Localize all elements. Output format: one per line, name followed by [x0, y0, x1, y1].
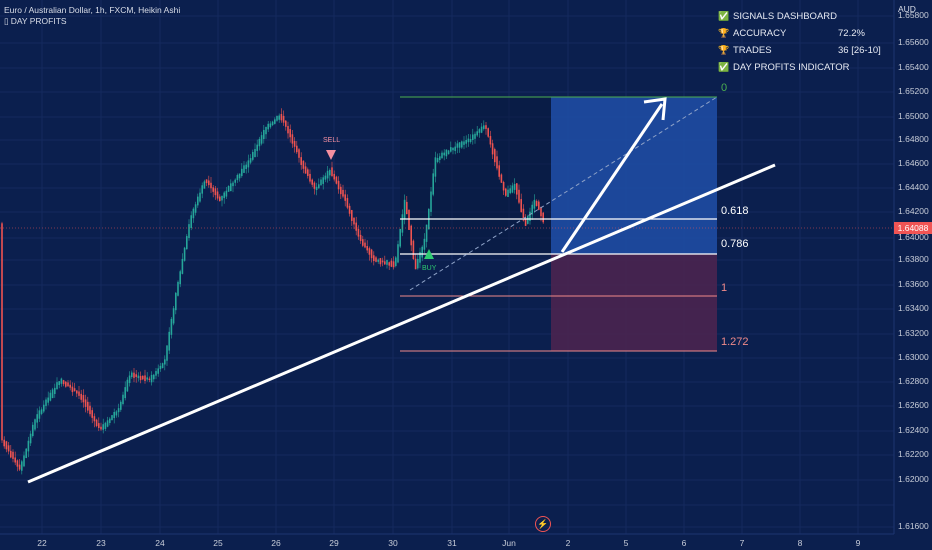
time-tick: 2 [565, 538, 571, 548]
time-tick: 8 [797, 538, 803, 548]
trendline[interactable] [27, 163, 776, 484]
trades-value: 36 [26-10] [838, 45, 881, 56]
signals-dashboard: ✅ SIGNALS DASHBOARD 🏆 ACCURACY 72.2% 🏆 T… [718, 8, 888, 76]
time-tick: 31 [447, 538, 457, 548]
price-tick: 1.64200 [898, 206, 929, 216]
projection-arrow[interactable] [560, 103, 664, 253]
price-tick: 1.65400 [898, 62, 929, 72]
price-tick: 1.63200 [898, 328, 929, 338]
indicator-icon: ▯ [4, 16, 9, 26]
time-tick: 22 [37, 538, 47, 548]
time-tick: 29 [329, 538, 339, 548]
price-tick: 1.64400 [898, 182, 929, 192]
candles [1, 108, 544, 475]
buy-signal-icon [424, 249, 434, 259]
time-tick: 6 [681, 538, 687, 548]
fib-trend-line [409, 96, 718, 291]
price-tick: 1.62600 [898, 400, 929, 410]
time-tick: 5 [623, 538, 629, 548]
check-icon: ✅ [718, 11, 730, 21]
fib-shade [400, 97, 551, 254]
sell-signal-label: SELL [323, 137, 341, 144]
trophy-icon: 🏆 [718, 28, 730, 38]
price-tick: 1.62400 [898, 425, 929, 435]
price-tick: 1.65800 [898, 10, 929, 20]
lightning-icon[interactable]: ⚡ [535, 516, 551, 532]
price-tick: 1.65000 [898, 111, 929, 121]
dashboard-title: SIGNALS DASHBOARD [733, 11, 837, 22]
price-tick: 1.62000 [898, 474, 929, 484]
symbol-title[interactable]: Euro / Australian Dollar, 1h, FXCM, Heik… [4, 5, 181, 15]
trophy-icon: 🏆 [718, 45, 730, 55]
price-axis-unit[interactable]: AUD [898, 4, 916, 14]
accuracy-value: 72.2% [838, 28, 865, 39]
time-tick: 26 [271, 538, 281, 548]
dashboard-trades-row: 🏆 TRADES 36 [26-10] [718, 42, 888, 59]
price-tick: 1.63800 [898, 254, 929, 264]
fib-label-1: 1 [721, 282, 728, 294]
time-tick: 9 [855, 538, 861, 548]
time-tick: 23 [96, 538, 106, 548]
fib-label-618: 0.618 [721, 205, 749, 217]
accuracy-label: ACCURACY [733, 28, 787, 39]
dashboard-indicator-row: ✅ DAY PROFITS INDICATOR [718, 59, 888, 76]
chart-header: Euro / Australian Dollar, 1h, FXCM, Heik… [4, 5, 180, 27]
price-tick: 1.61600 [898, 521, 929, 531]
dashboard-title-row: ✅ SIGNALS DASHBOARD [718, 8, 888, 25]
indicator-name[interactable]: DAY PROFITS [10, 16, 67, 26]
sell-signal-icon [326, 150, 336, 160]
fib-label-0: 0 [721, 82, 728, 94]
price-tick: 1.63400 [898, 303, 929, 313]
fib-label-1272: 1.272 [721, 336, 749, 348]
price-tick: 1.65200 [898, 86, 929, 96]
buy-signal-label: BUY [422, 265, 437, 272]
time-tick: 24 [155, 538, 165, 548]
price-tick: 1.62200 [898, 449, 929, 459]
arrow-head-icon [643, 97, 667, 121]
dashboard-accuracy-row: 🏆 ACCURACY 72.2% [718, 25, 888, 42]
current-price-tag: 1.64088 [894, 222, 932, 234]
indicator-label: DAY PROFITS INDICATOR [733, 62, 850, 73]
price-tick: 1.62800 [898, 376, 929, 386]
time-tick: Jun [502, 538, 516, 548]
fib-label-786: 0.786 [721, 238, 749, 250]
trades-label: TRADES [733, 45, 772, 56]
price-tick: 1.64800 [898, 134, 929, 144]
stop-zone [551, 254, 717, 351]
time-tick: 30 [388, 538, 398, 548]
price-tick: 1.65600 [898, 37, 929, 47]
price-tick: 1.63600 [898, 279, 929, 289]
time-tick: 25 [213, 538, 223, 548]
price-tick: 1.63000 [898, 352, 929, 362]
price-tick: 1.64000 [898, 232, 929, 242]
time-tick: 7 [739, 538, 745, 548]
price-tick: 1.64600 [898, 158, 929, 168]
check-icon: ✅ [718, 62, 730, 72]
